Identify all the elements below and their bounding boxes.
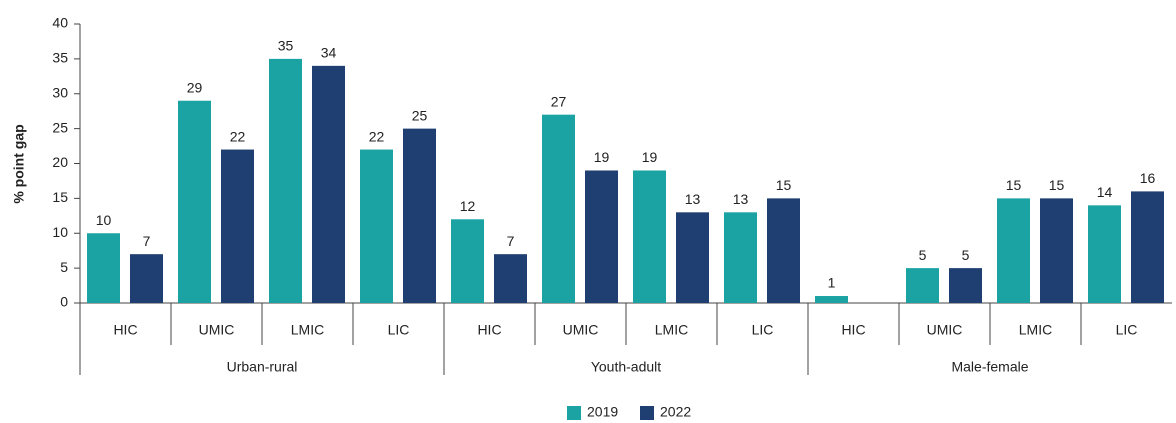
value-label: 13 bbox=[733, 191, 749, 207]
bar bbox=[815, 296, 848, 303]
y-tick-label: 0 bbox=[60, 294, 68, 310]
value-label: 15 bbox=[1006, 177, 1022, 193]
value-label: 5 bbox=[962, 247, 970, 263]
bar bbox=[130, 254, 163, 303]
bar bbox=[1040, 198, 1073, 303]
value-label: 13 bbox=[685, 191, 701, 207]
y-tick-label: 15 bbox=[52, 189, 68, 205]
x-tick-label: LMIC bbox=[655, 322, 688, 338]
value-label: 1 bbox=[828, 275, 836, 291]
bar bbox=[221, 149, 254, 303]
y-tick-label: 20 bbox=[52, 154, 68, 170]
bar bbox=[494, 254, 527, 303]
value-label: 27 bbox=[551, 93, 567, 109]
legend-label: 2022 bbox=[660, 404, 691, 420]
y-tick-label: 35 bbox=[52, 50, 68, 66]
value-label: 19 bbox=[594, 149, 610, 165]
value-label: 34 bbox=[321, 45, 337, 61]
bar bbox=[676, 212, 709, 303]
group-label: Male-female bbox=[951, 359, 1028, 375]
bar bbox=[87, 233, 120, 303]
bar bbox=[403, 128, 436, 303]
value-label: 5 bbox=[919, 247, 927, 263]
legend-swatch bbox=[640, 406, 654, 420]
y-tick-label: 5 bbox=[60, 259, 68, 275]
x-tick-label: LMIC bbox=[1019, 322, 1052, 338]
x-tick-label: HIC bbox=[841, 322, 865, 338]
bar bbox=[1088, 205, 1121, 303]
y-tick-label: 30 bbox=[52, 84, 68, 100]
bar bbox=[949, 268, 982, 303]
value-label: 19 bbox=[642, 149, 658, 165]
value-label: 10 bbox=[96, 212, 112, 228]
value-label: 7 bbox=[143, 233, 151, 249]
bar bbox=[178, 100, 211, 303]
bar bbox=[585, 170, 618, 303]
bar bbox=[906, 268, 939, 303]
x-tick-label: LIC bbox=[1116, 322, 1138, 338]
group-label: Youth-adult bbox=[591, 359, 661, 375]
value-label: 22 bbox=[369, 128, 385, 144]
value-label: 35 bbox=[278, 38, 294, 54]
y-tick-label: 10 bbox=[52, 224, 68, 240]
legend-label: 2019 bbox=[587, 404, 618, 420]
bar bbox=[633, 170, 666, 303]
value-label: 29 bbox=[187, 79, 203, 95]
y-tick-label: 25 bbox=[52, 119, 68, 135]
value-label: 25 bbox=[412, 107, 428, 123]
bar bbox=[269, 58, 302, 303]
bar bbox=[767, 198, 800, 303]
bar bbox=[360, 149, 393, 303]
value-label: 14 bbox=[1097, 184, 1113, 200]
bar bbox=[312, 65, 345, 303]
bar bbox=[451, 219, 484, 303]
bar bbox=[997, 198, 1030, 303]
bar bbox=[724, 212, 757, 303]
legend-swatch bbox=[567, 406, 581, 420]
value-label: 22 bbox=[230, 128, 246, 144]
value-label: 15 bbox=[776, 177, 792, 193]
x-tick-label: HIC bbox=[113, 322, 137, 338]
x-tick-label: LIC bbox=[388, 322, 410, 338]
value-label: 12 bbox=[460, 198, 476, 214]
x-tick-label: LMIC bbox=[291, 322, 324, 338]
x-tick-label: UMIC bbox=[563, 322, 599, 338]
x-tick-label: UMIC bbox=[927, 322, 963, 338]
x-tick-label: UMIC bbox=[199, 322, 235, 338]
value-label: 7 bbox=[507, 233, 515, 249]
x-tick-label: LIC bbox=[752, 322, 774, 338]
bar bbox=[1131, 191, 1164, 303]
value-label: 15 bbox=[1049, 177, 1065, 193]
bar bbox=[542, 114, 575, 303]
x-tick-label: HIC bbox=[477, 322, 501, 338]
value-label: 16 bbox=[1140, 170, 1156, 186]
y-axis-label: % point gap bbox=[11, 124, 27, 203]
group-label: Urban-rural bbox=[227, 359, 298, 375]
y-tick-label: 40 bbox=[52, 15, 68, 31]
